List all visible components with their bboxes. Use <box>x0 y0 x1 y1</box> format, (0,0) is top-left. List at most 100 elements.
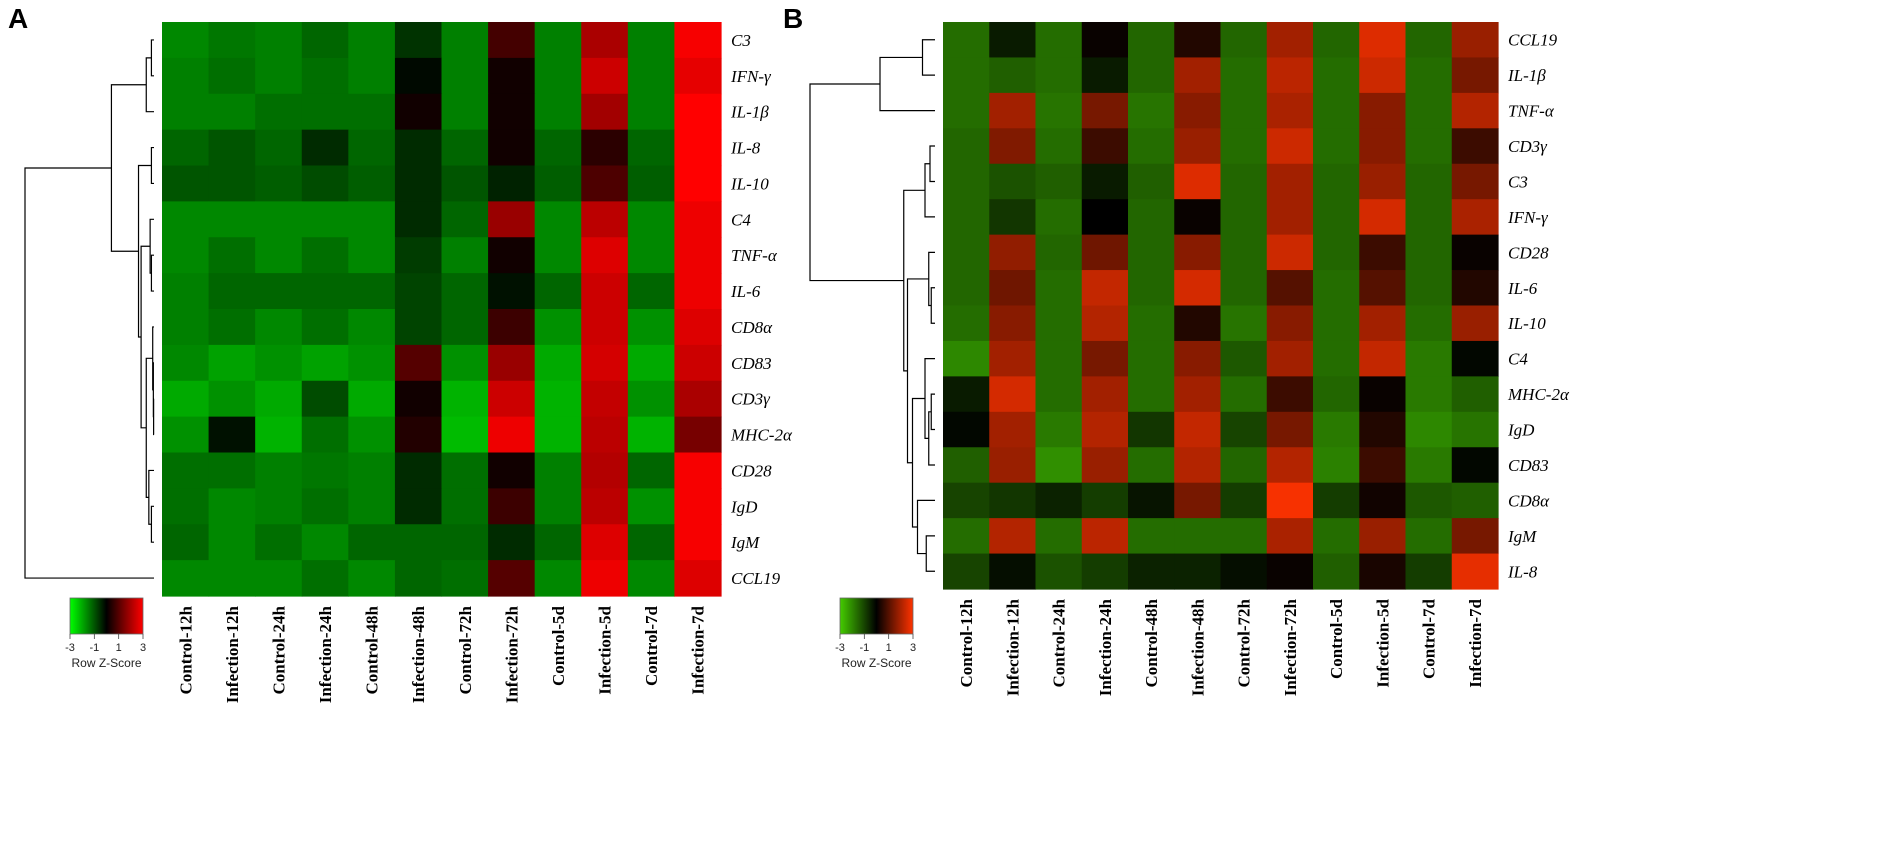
heatmap-cell-il-6-control-7d <box>1405 270 1453 307</box>
row-label-ccl19: CCL19 <box>1508 31 1558 50</box>
heatmap-cell-il-6-infection-12h <box>989 270 1037 307</box>
heatmap-cell-cd28-control-12h <box>943 234 990 271</box>
heatmap-cell-cd3-infection-12h <box>989 128 1037 165</box>
heatmap-cell-cd8-infection-48h <box>1174 482 1222 519</box>
row-label-cd83: CD83 <box>731 354 772 373</box>
heatmap-cell-il-8-infection-48h <box>1174 553 1222 590</box>
heatmap-cell-il-10-infection-5d <box>581 165 629 202</box>
heatmap-cell-cd28-infection-24h <box>1081 234 1129 271</box>
heatmap-cell-il-10-control-24h <box>255 165 303 202</box>
heatmap-cell-igd-infection-48h <box>394 488 443 525</box>
dendrogram-branch <box>150 254 154 292</box>
color-key-tick-label: -3 <box>835 642 845 654</box>
heatmap-cell-igm-control-72h <box>441 524 489 561</box>
heatmap-cell-il-6-control-24h <box>1035 270 1083 307</box>
dendrogram-branch <box>921 39 935 76</box>
heatmap-cell-il-8-control-72h <box>1220 553 1268 590</box>
heatmap-cell-il-8-control-5d <box>1313 553 1360 590</box>
heatmap-cell-igd-control-5d <box>1313 411 1360 448</box>
heatmap-cell-cd28-infection-72h <box>1266 234 1314 271</box>
heatmap-cell-cd3-control-48h <box>348 380 396 418</box>
heatmap-cell-mhc-2-control-12h <box>162 416 210 454</box>
heatmap-cell-c3-control-72h <box>1220 163 1268 200</box>
heatmap-cell-igm-control-12h <box>162 524 210 561</box>
color-key: -3 -1 1 3 Row Z-Score <box>835 597 916 670</box>
heatmap-cell-igm-control-48h <box>348 524 396 561</box>
heatmap-cell-igm-infection-48h <box>1174 518 1222 555</box>
heatmap-cell-igd-infection-7d <box>674 488 722 525</box>
heatmap-cell-cd83-infection-24h <box>301 344 349 382</box>
heatmap-cell-il-6-infection-12h <box>208 273 256 310</box>
heatmap-cell-tnf-infection-24h <box>301 237 349 274</box>
heatmap-cell-cd8-infection-72h <box>1266 482 1314 519</box>
heatmap-panel-b: B CCL19 IL-1β TNF-α CD3γ C3 IFN-γ CD28 IL-6 IL-10… <box>783 3 1570 696</box>
heatmap-cell-il-6-infection-7d <box>674 273 722 310</box>
heatmap-cell-ccl19-control-5d <box>534 560 582 597</box>
heatmap-cell-il-10-infection-5d <box>1359 305 1407 342</box>
heatmap-cell-cd3-control-7d <box>1405 128 1453 165</box>
dendrogram-branch <box>145 57 154 113</box>
heatmap-cell-mhc-2-infection-5d <box>1359 376 1407 413</box>
heatmap-cell-cd28-infection-12h <box>208 452 256 489</box>
heatmap-cell-igm-infection-24h <box>301 524 349 561</box>
heatmap-cell-mhc-2-control-48h <box>348 416 396 454</box>
heatmap-cell-il-10-infection-12h <box>989 305 1037 342</box>
heatmap-cell-il-8-control-12h <box>162 129 210 167</box>
heatmap-cell-mhc-2-control-72h <box>1220 376 1268 413</box>
heatmap-cell-c3-control-12h <box>943 163 990 200</box>
heatmap-cell-ifn-infection-12h <box>989 199 1037 236</box>
heatmap-cell-cd8-control-24h <box>255 309 303 346</box>
heatmap-cell-il-8-control-48h <box>1128 553 1175 590</box>
heatmap-cell-ifn-infection-12h <box>208 57 256 95</box>
heatmap-cell-tnf-infection-48h <box>1174 92 1222 129</box>
heatmap-cell-il-10-control-5d <box>534 165 582 202</box>
heatmap-cell-c4-infection-24h <box>301 201 349 238</box>
heatmap-cell-c3-infection-72h <box>488 22 536 59</box>
heatmap-cell-cd83-control-5d <box>1313 447 1360 484</box>
heatmap-cell-c4-infection-48h <box>1174 340 1222 377</box>
heatmap-cell-igm-infection-24h <box>1081 518 1129 555</box>
dendrogram-branch <box>137 164 152 338</box>
heatmap-cell-tnf-infection-12h <box>989 92 1037 129</box>
heatmap-cell-mhc-2-infection-48h <box>1174 376 1222 413</box>
column-label-infection-5d: Infection-5d <box>1373 598 1392 687</box>
heatmap-cell-il-10-infection-24h <box>301 165 349 202</box>
heatmap-cell-il-8-control-48h <box>348 129 396 167</box>
column-label-control-5d: Control-5d <box>1327 598 1346 679</box>
dendrogram-branch <box>145 357 153 498</box>
heatmap-cell-il-1-infection-48h <box>1174 57 1222 94</box>
heatmap-cell-il-1-infection-48h <box>394 93 443 131</box>
heatmap-cell-c3-control-24h <box>1035 163 1083 200</box>
heatmap-cell-cd3-control-12h <box>162 380 210 418</box>
heatmap-cell-mhc-2-infection-7d <box>1451 376 1499 413</box>
heatmap-cell-igm-infection-12h <box>989 518 1037 555</box>
heatmap-cell-ccl19-infection-72h <box>1266 22 1314 59</box>
heatmap-cell-cd83-control-48h <box>348 344 396 382</box>
heatmap-cell-ccl19-infection-48h <box>1174 22 1222 59</box>
heatmap-cell-il-1-infection-24h <box>1081 57 1129 94</box>
column-label-infection-72h: Infection-72h <box>502 605 521 703</box>
heatmap-cell-tnf-infection-72h <box>1266 92 1314 129</box>
row-label-tnf: TNF-α <box>1508 102 1555 121</box>
dendrogram-branch <box>930 287 935 324</box>
heatmap-cell-c3-infection-12h <box>989 163 1037 200</box>
row-label-il-8: IL-8 <box>1507 562 1538 581</box>
color-key-tick-label: -1 <box>859 642 869 654</box>
heatmap-cell-cd83-infection-72h <box>488 344 536 382</box>
color-key-tick-label: -3 <box>65 642 75 654</box>
dendrogram-branch <box>929 145 935 183</box>
heatmap-cell-igd-infection-24h <box>301 488 349 525</box>
heatmap-cell-ifn-control-72h <box>441 57 489 95</box>
heatmap-cell-c3-infection-5d <box>1359 163 1407 200</box>
column-label-infection-5d: Infection-5d <box>596 605 615 694</box>
column-label-control-48h: Control-48h <box>1142 598 1161 687</box>
heatmap-cell-cd3-infection-48h <box>1174 128 1222 165</box>
heatmap-cell-mhc-2-infection-48h <box>394 416 443 454</box>
heatmap-cell-c3-control-72h <box>441 22 489 59</box>
column-label-infection-12h: Infection-12h <box>223 605 242 703</box>
heatmap-cell-il-1-infection-5d <box>581 93 629 131</box>
heatmap-cell-ccl19-control-7d <box>1405 22 1453 59</box>
heatmap-cell-il-6-infection-48h <box>1174 270 1222 307</box>
heatmap-cell-il-6-control-48h <box>348 273 396 310</box>
heatmap-cell-ccl19-infection-24h <box>1081 22 1129 59</box>
